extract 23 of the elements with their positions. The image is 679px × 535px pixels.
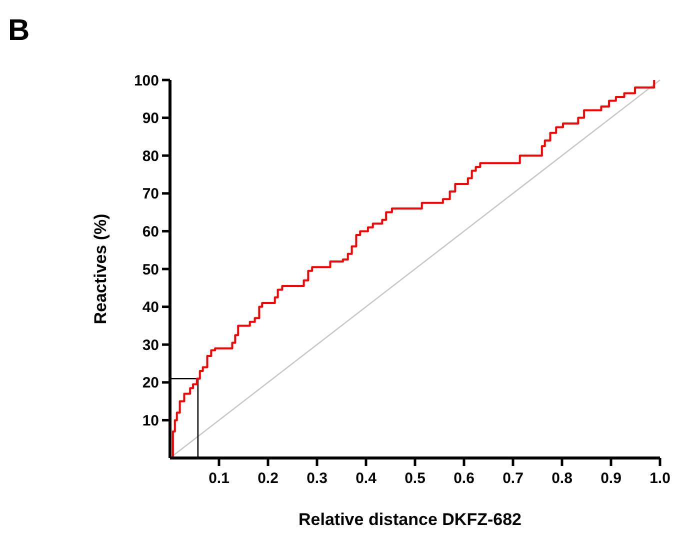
y-tick-label: 10 — [142, 412, 159, 430]
y-tick-label: 60 — [142, 223, 159, 240]
x-tick-label: 1.0 — [650, 470, 670, 487]
y-tick-label: 30 — [142, 336, 159, 354]
x-tick-label: 0.6 — [454, 470, 474, 487]
y-axis-title: Reactives (%) — [91, 214, 110, 324]
y-tick-label: 40 — [142, 299, 159, 316]
x-axis-title: Relative distance DKFZ-682 — [298, 510, 522, 529]
chart-title: B — [8, 14, 30, 47]
y-tick-label: 90 — [142, 110, 159, 128]
x-tick-label: 0.3 — [306, 470, 328, 487]
x-tick-label: 0.9 — [600, 470, 622, 487]
y-tick-label: 100 — [134, 72, 159, 90]
y-tick-label: 80 — [142, 148, 159, 165]
y-tick-label: 20 — [142, 374, 159, 392]
x-tick-label: 0.4 — [356, 470, 378, 487]
x-tick-label: 0.2 — [258, 470, 278, 487]
x-tick-label: 0.8 — [552, 470, 572, 487]
x-tick-label: 0.5 — [404, 470, 426, 487]
y-tick-label: 70 — [142, 186, 159, 203]
y-tick-label: 50 — [142, 261, 159, 278]
x-tick-label: 0.1 — [208, 470, 230, 487]
x-tick-label: 0.7 — [502, 470, 524, 487]
